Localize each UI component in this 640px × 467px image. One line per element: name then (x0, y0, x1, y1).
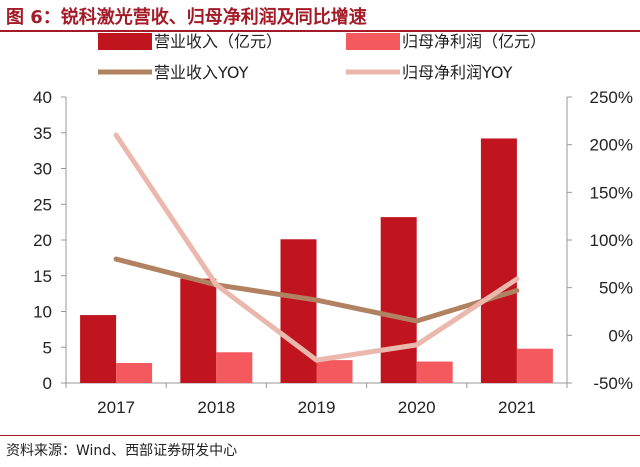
left-tick-label: 40 (33, 88, 52, 107)
chart: 0 5 10 15 20 25 30 35 40 -50% 0% 50% 100% 150% 200% 250… (33, 32, 633, 417)
left-tick-label: 20 (33, 231, 52, 250)
profit-bar (116, 362, 153, 383)
profit-bar (316, 360, 353, 383)
left-tick-label: 30 (33, 160, 52, 179)
x-tick-label: 2017 (97, 398, 135, 417)
revenue-bar (280, 239, 317, 383)
left-tick-label: 35 (33, 124, 52, 143)
profit-bar (216, 352, 253, 383)
revenue-bar (480, 138, 517, 383)
right-tick-label: 250% (590, 88, 633, 107)
right-tick-label: 50% (599, 279, 633, 298)
revenue-bar (180, 278, 217, 383)
source-divider (0, 435, 640, 436)
source-note: 资料来源：Wind、西部证券研发中心 (6, 443, 238, 459)
x-tick-label: 2018 (197, 398, 235, 417)
legend-label: 归母净利润（亿元） (402, 32, 546, 51)
right-tick-label: 150% (590, 183, 633, 202)
x-tick-label: 2021 (498, 398, 536, 417)
left-tick-label: 25 (33, 195, 52, 214)
title-bar: 图 6：锐科激光营收、归母净利润及同比增速 (0, 0, 640, 32)
profit-bar (416, 361, 453, 383)
legend-label: 营业收入（亿元） (154, 32, 282, 51)
left-tick-label: 10 (33, 303, 52, 322)
left-tick-label: 5 (43, 338, 52, 357)
right-tick-label: 100% (590, 231, 633, 250)
figure-title: 图 6：锐科激光营收、归母净利润及同比增速 (6, 7, 367, 28)
right-tick-label: 200% (590, 136, 633, 155)
left-tick-label: 15 (33, 267, 52, 286)
x-tick-label: 2019 (298, 398, 336, 417)
revenue-bar (80, 315, 117, 383)
legend-label: 归母净利润YOY (402, 63, 513, 82)
left-tick-label: 0 (43, 374, 52, 393)
x-tick-label: 2020 (398, 398, 436, 417)
right-tick-label: 0% (608, 326, 633, 345)
legend-label: 营业收入YOY (154, 63, 249, 82)
legend-swatch (98, 33, 152, 50)
right-tick-label: -50% (593, 374, 633, 393)
revenue-bar (380, 217, 417, 383)
legend-swatch (346, 33, 400, 50)
profit-bar (516, 348, 553, 383)
